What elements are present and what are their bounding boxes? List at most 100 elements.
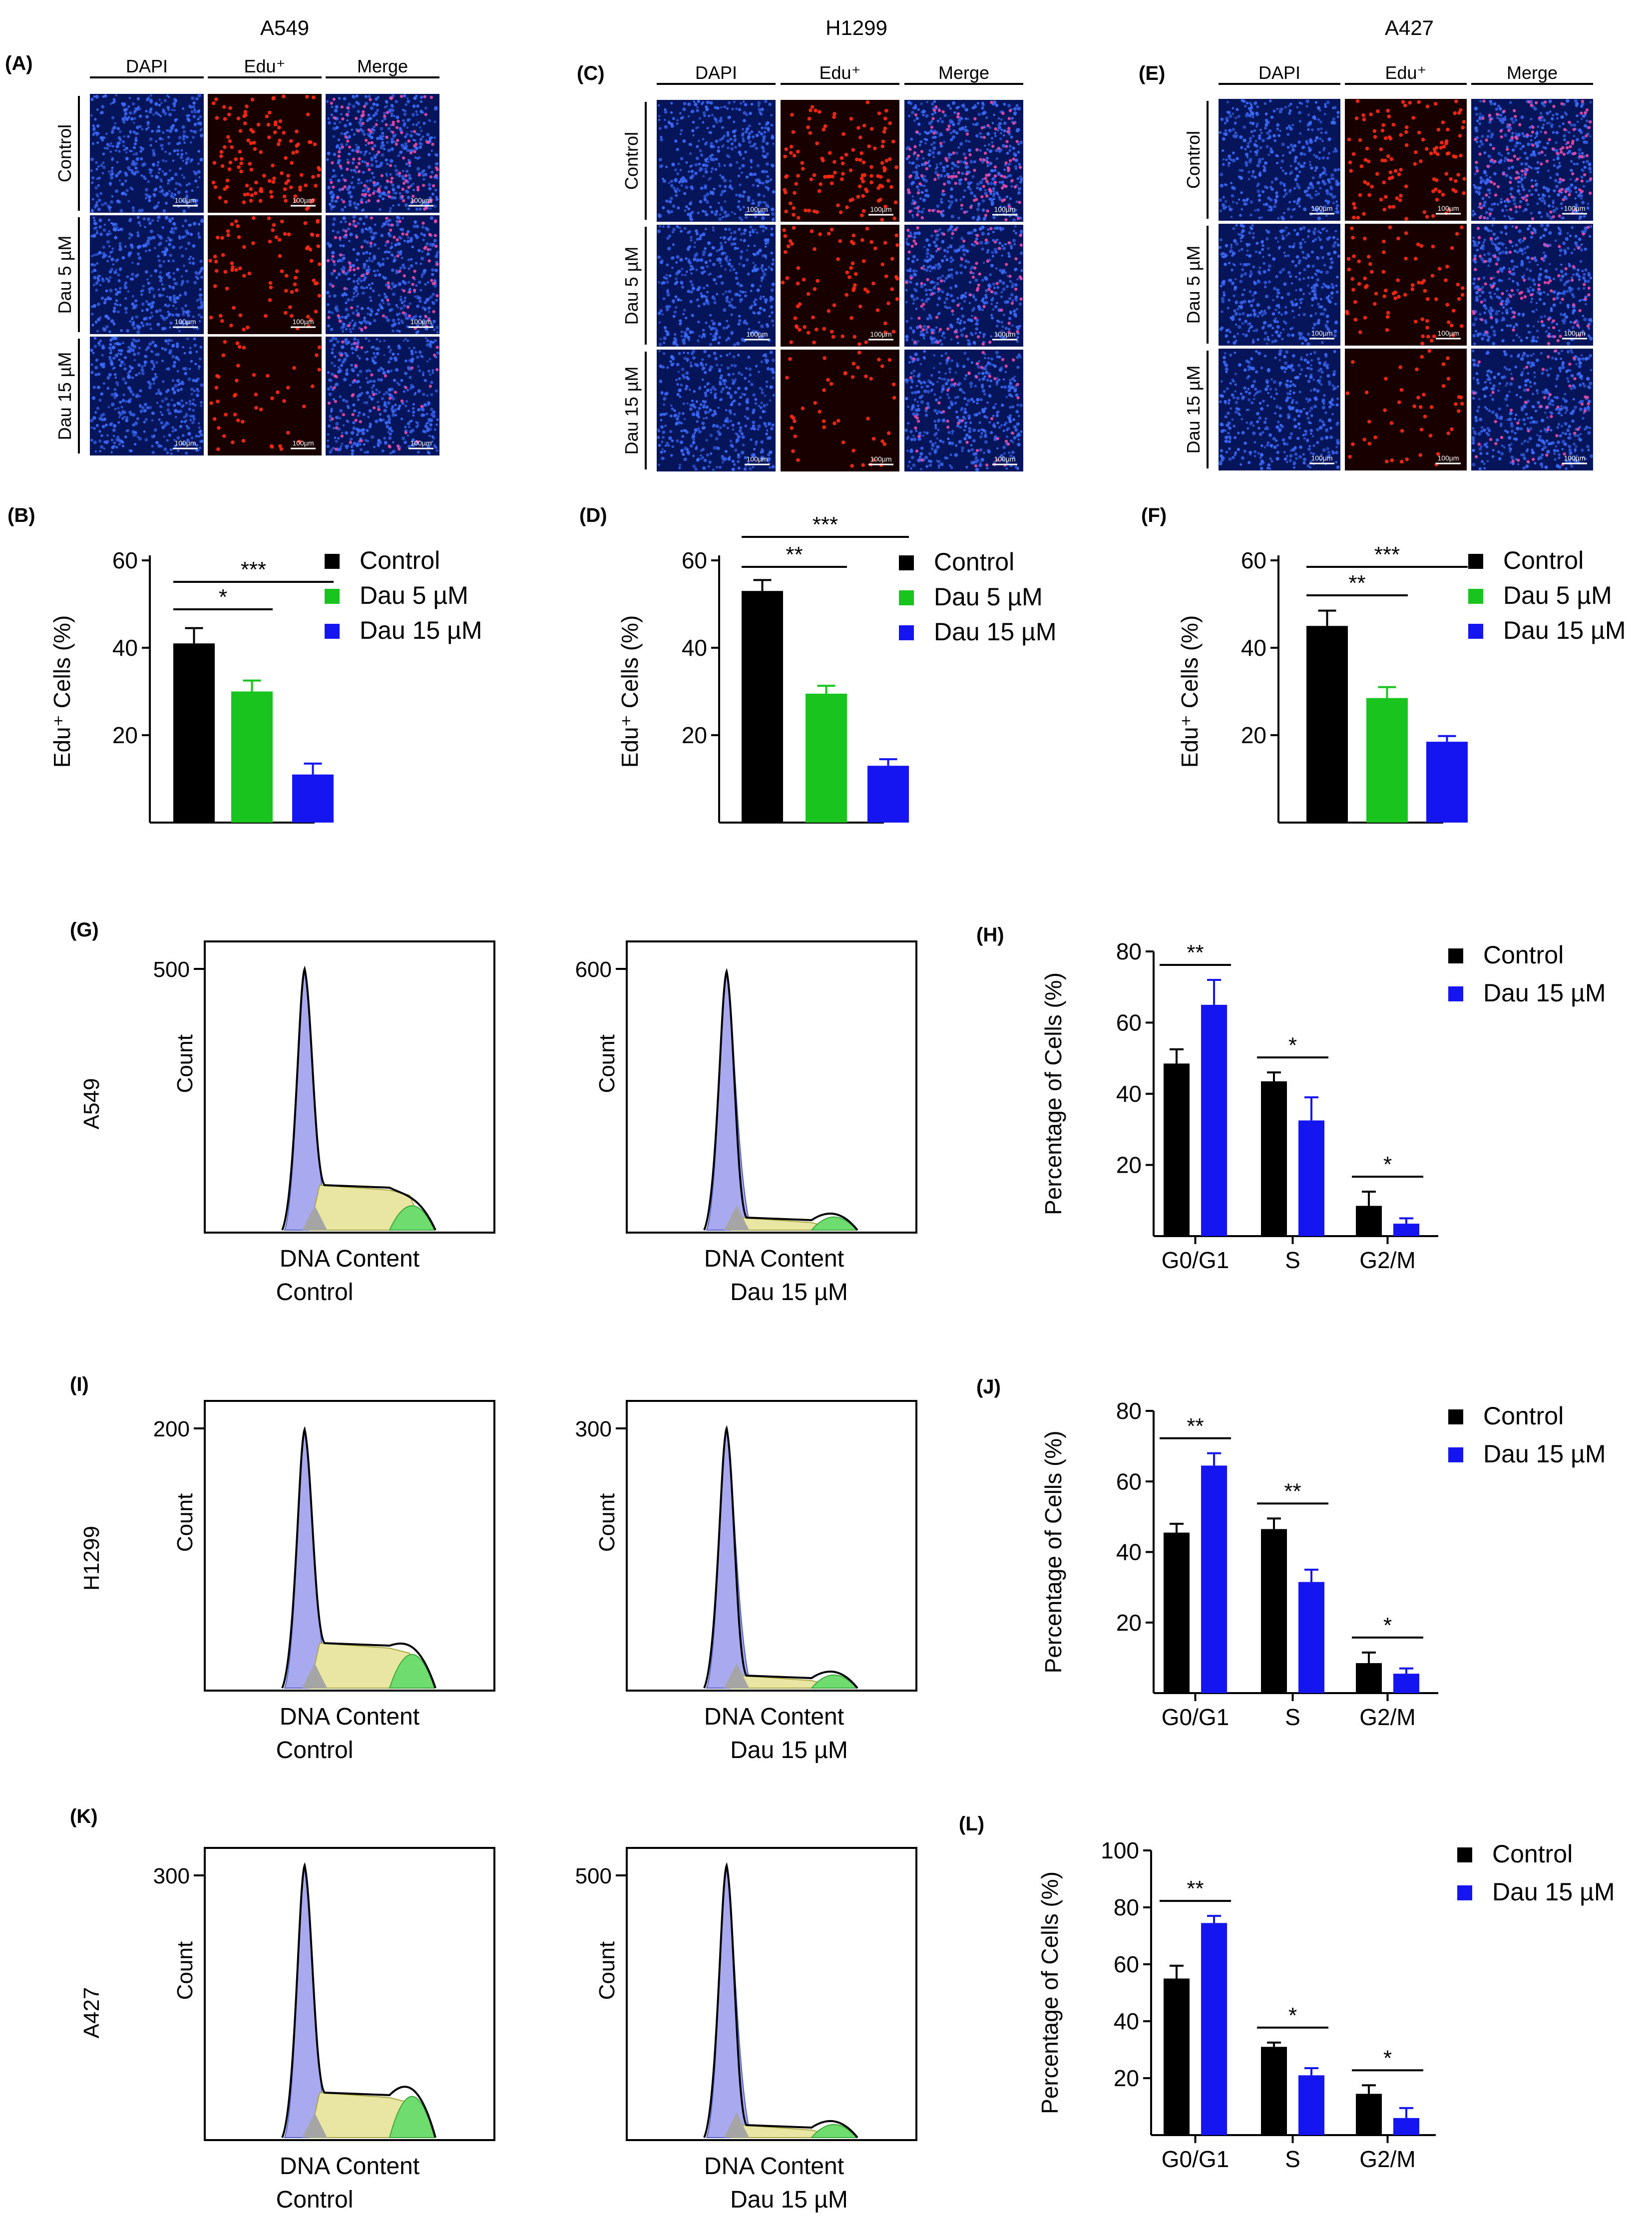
edu-dot	[236, 418, 240, 423]
nucleus-dot	[981, 208, 985, 212]
nucleus-dot	[691, 187, 694, 191]
edu-dot	[232, 394, 237, 398]
nucleus-dot	[375, 389, 378, 392]
edu-dot	[295, 288, 299, 292]
nucleus-dot	[105, 325, 109, 329]
nucleus-dot	[136, 234, 140, 238]
edu-dot	[424, 315, 428, 319]
nucleus-dot	[156, 163, 159, 167]
nucleus-dot	[395, 368, 399, 372]
nucleus-dot	[106, 147, 109, 150]
nucleus-dot	[94, 373, 98, 377]
nucleus-dot	[111, 445, 114, 449]
nucleus-dot	[949, 138, 953, 141]
nucleus-dot	[185, 413, 188, 416]
nucleus-dot	[995, 324, 999, 328]
nucleus-dot	[387, 370, 390, 373]
edu-dot	[969, 205, 973, 209]
nucleus-dot	[943, 301, 947, 304]
nucleus-dot	[90, 349, 93, 352]
nucleus-dot	[676, 172, 680, 176]
nucleus-dot	[182, 130, 186, 134]
nucleus-dot	[327, 440, 329, 442]
nucleus-dot	[371, 357, 374, 360]
edu-dot	[268, 239, 272, 244]
nucleus-dot	[911, 195, 914, 198]
nucleus-dot	[906, 269, 909, 272]
nucleus-dot	[157, 259, 161, 262]
nucleus-dot	[991, 141, 994, 144]
edu-dot	[836, 203, 840, 207]
nucleus-dot	[386, 425, 390, 429]
nucleus-dot	[348, 200, 352, 204]
edu-dot	[832, 170, 837, 175]
edu-dot	[435, 294, 439, 298]
nucleus-dot	[330, 410, 333, 413]
nucleus-dot	[367, 307, 370, 310]
nucleus-dot	[387, 401, 391, 405]
edu-dot	[238, 266, 242, 271]
edu-dot	[1013, 185, 1017, 189]
nucleus-dot	[431, 273, 434, 276]
nucleus-dot	[173, 297, 176, 301]
edu-dot	[317, 167, 322, 172]
edu-dot	[327, 316, 331, 319]
nucleus-dot	[680, 330, 684, 334]
nucleus-dot	[771, 262, 775, 266]
edu-dot	[219, 150, 224, 154]
nucleus-dot	[342, 330, 345, 333]
nucleus-dot	[760, 132, 764, 136]
nucleus-dot	[199, 288, 202, 291]
nucleus-dot	[192, 399, 195, 401]
nucleus-dot	[116, 436, 120, 439]
nucleus-dot	[413, 347, 416, 350]
nucleus-dot	[390, 123, 393, 127]
nucleus-dot	[382, 257, 385, 261]
nucleus-dot	[198, 271, 201, 274]
nucleus-dot	[674, 139, 678, 143]
nucleus-dot	[369, 252, 372, 255]
nucleus-dot	[947, 156, 950, 159]
nucleus-dot	[727, 337, 731, 340]
nucleus-dot	[989, 273, 992, 276]
nucleus-dot	[152, 382, 155, 385]
nucleus-dot	[123, 108, 127, 112]
nucleus-dot	[174, 172, 178, 176]
nucleus-dot	[185, 425, 188, 428]
nucleus-dot	[707, 160, 710, 163]
nucleus-dot	[932, 146, 936, 150]
nucleus-dot	[98, 176, 101, 180]
edu-dot	[401, 195, 404, 198]
nucleus-dot	[357, 182, 360, 185]
nucleus-dot	[416, 324, 419, 327]
nucleus-dot	[960, 307, 963, 310]
nucleus-dot	[982, 336, 985, 338]
nucleus-dot	[384, 244, 387, 247]
nucleus-dot	[749, 225, 753, 229]
nucleus-dot	[372, 380, 376, 383]
nucleus-dot	[183, 176, 185, 179]
nucleus-dot	[918, 164, 920, 167]
nucleus-dot	[192, 135, 195, 139]
nucleus-dot	[720, 206, 723, 210]
edu-dot	[358, 157, 361, 161]
edu-dot	[914, 113, 918, 117]
nucleus-dot	[96, 177, 99, 180]
nucleus-dot	[341, 443, 344, 445]
nucleus-dot	[99, 450, 101, 452]
nucleus-dot	[342, 294, 345, 297]
nucleus-dot	[182, 134, 185, 137]
edu-dot	[1007, 117, 1011, 120]
nucleus-dot	[762, 295, 765, 298]
nucleus-dot	[771, 212, 775, 216]
nucleus-dot	[125, 419, 129, 423]
edu-dot	[214, 97, 218, 101]
nucleus-dot	[699, 200, 703, 204]
nucleus-dot	[148, 287, 151, 291]
nucleus-dot	[726, 154, 730, 158]
edu-dot	[317, 294, 322, 298]
nucleus-dot	[682, 139, 686, 143]
edu-dot	[250, 193, 254, 197]
nucleus-dot	[119, 130, 122, 133]
nucleus-dot	[924, 288, 928, 292]
